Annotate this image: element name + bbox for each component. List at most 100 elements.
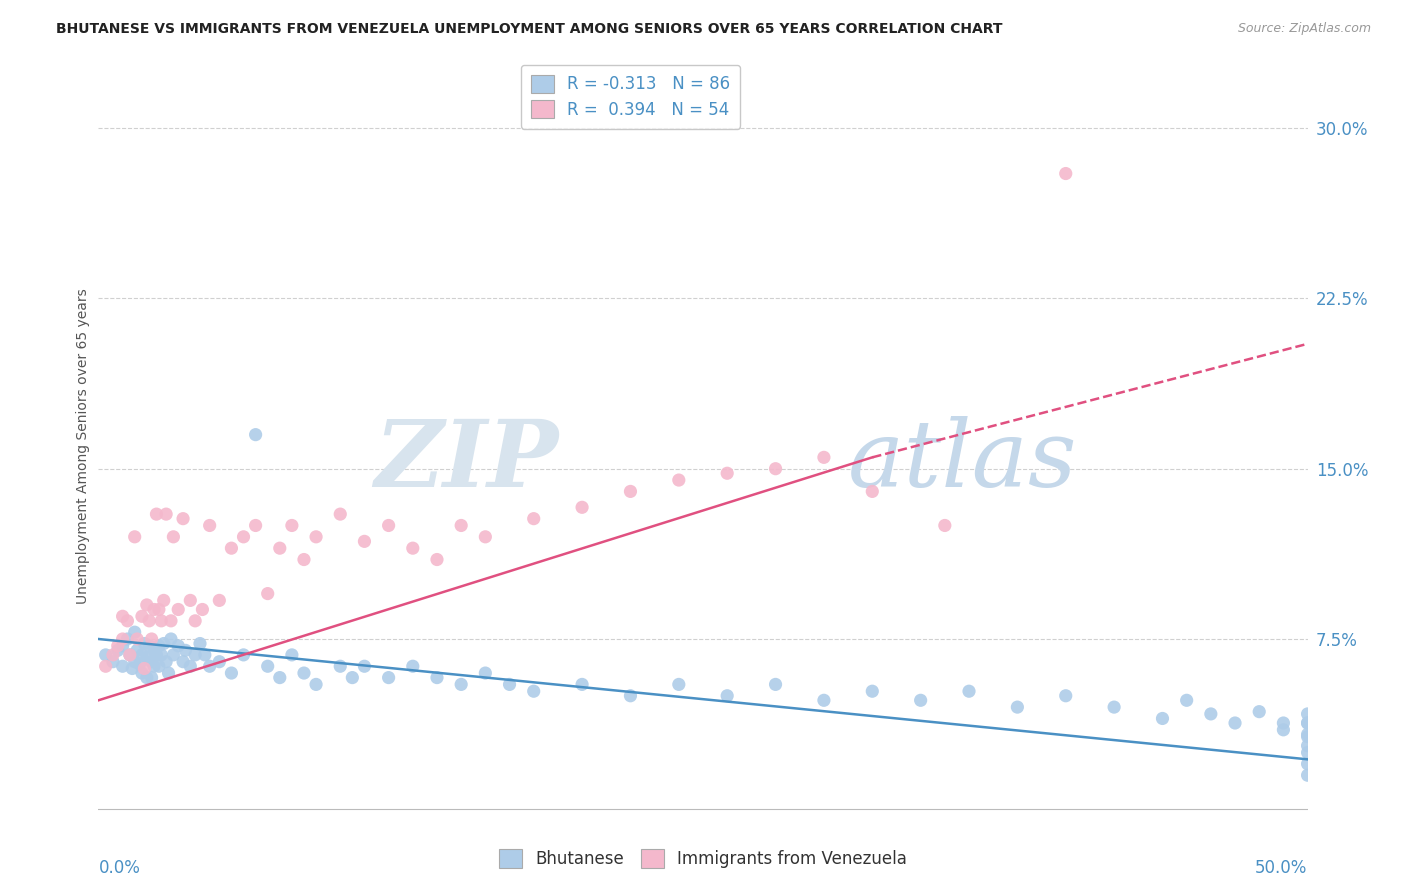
Point xyxy=(152,593,174,607)
Point xyxy=(245,427,267,442)
Point xyxy=(426,671,449,685)
Point xyxy=(107,643,129,657)
Point xyxy=(571,500,593,515)
Point xyxy=(221,666,243,681)
Point xyxy=(107,639,129,653)
Point xyxy=(1199,706,1222,721)
Point xyxy=(194,648,217,662)
Point xyxy=(281,518,304,533)
Legend: R = -0.313   N = 86, R =  0.394   N = 54: R = -0.313 N = 86, R = 0.394 N = 54 xyxy=(520,65,741,128)
Point xyxy=(143,659,166,673)
Point xyxy=(269,671,291,685)
Point xyxy=(179,659,201,673)
Point xyxy=(160,614,183,628)
Point xyxy=(111,632,134,646)
Point xyxy=(1102,700,1125,714)
Point xyxy=(910,693,932,707)
Point xyxy=(184,648,207,662)
Point xyxy=(111,609,134,624)
Point xyxy=(292,666,315,681)
Point xyxy=(269,541,291,556)
Text: atlas: atlas xyxy=(848,416,1077,506)
Point xyxy=(162,530,184,544)
Point xyxy=(450,518,472,533)
Point xyxy=(148,602,170,616)
Point xyxy=(127,643,149,657)
Point xyxy=(172,511,194,525)
Point xyxy=(118,648,141,662)
Point xyxy=(117,632,139,646)
Point xyxy=(1249,705,1271,719)
Point xyxy=(1296,730,1319,744)
Point xyxy=(523,684,546,698)
Point xyxy=(150,648,173,662)
Point xyxy=(138,639,160,653)
Point xyxy=(121,661,143,675)
Point xyxy=(619,689,641,703)
Point xyxy=(191,602,214,616)
Point xyxy=(143,602,166,616)
Point xyxy=(619,484,641,499)
Point xyxy=(141,671,163,685)
Point xyxy=(1296,768,1319,782)
Point xyxy=(1152,711,1174,725)
Point xyxy=(377,518,399,533)
Point xyxy=(765,677,787,691)
Point xyxy=(813,693,835,707)
Point xyxy=(716,467,738,481)
Point xyxy=(94,659,117,673)
Point xyxy=(426,552,449,566)
Point xyxy=(131,609,153,624)
Point xyxy=(329,507,352,521)
Point xyxy=(150,614,173,628)
Point xyxy=(101,655,124,669)
Point xyxy=(155,655,177,669)
Point xyxy=(1223,716,1246,731)
Text: BHUTANESE VS IMMIGRANTS FROM VENEZUELA UNEMPLOYMENT AMONG SENIORS OVER 65 YEARS : BHUTANESE VS IMMIGRANTS FROM VENEZUELA U… xyxy=(56,22,1002,37)
Point xyxy=(135,671,157,685)
Point xyxy=(152,636,174,650)
Point xyxy=(1272,723,1295,737)
Point xyxy=(208,593,231,607)
Point xyxy=(143,643,166,657)
Point xyxy=(148,659,170,673)
Point xyxy=(160,632,183,646)
Point xyxy=(184,614,207,628)
Point xyxy=(141,655,163,669)
Text: Source: ZipAtlas.com: Source: ZipAtlas.com xyxy=(1237,22,1371,36)
Point xyxy=(162,648,184,662)
Point xyxy=(232,648,254,662)
Point xyxy=(145,507,167,521)
Point xyxy=(145,648,167,662)
Point xyxy=(141,632,163,646)
Point xyxy=(198,518,221,533)
Point xyxy=(1296,739,1319,753)
Point xyxy=(571,677,593,691)
Point xyxy=(498,677,520,691)
Point xyxy=(167,602,190,616)
Point xyxy=(1054,689,1077,703)
Point xyxy=(860,684,883,698)
Point xyxy=(1296,716,1319,731)
Point xyxy=(305,530,328,544)
Point xyxy=(148,639,170,653)
Point xyxy=(245,518,267,533)
Point xyxy=(1054,167,1077,181)
Point xyxy=(402,659,425,673)
Point xyxy=(101,648,124,662)
Point xyxy=(281,648,304,662)
Point xyxy=(1175,693,1198,707)
Point xyxy=(474,530,496,544)
Point xyxy=(167,639,190,653)
Point xyxy=(135,650,157,665)
Point xyxy=(329,659,352,673)
Point xyxy=(450,677,472,691)
Point xyxy=(221,541,243,556)
Point xyxy=(138,614,160,628)
Point xyxy=(124,530,146,544)
Point xyxy=(127,632,149,646)
Point xyxy=(188,636,211,650)
Point xyxy=(353,534,375,549)
Point xyxy=(523,511,546,525)
Point xyxy=(813,450,835,465)
